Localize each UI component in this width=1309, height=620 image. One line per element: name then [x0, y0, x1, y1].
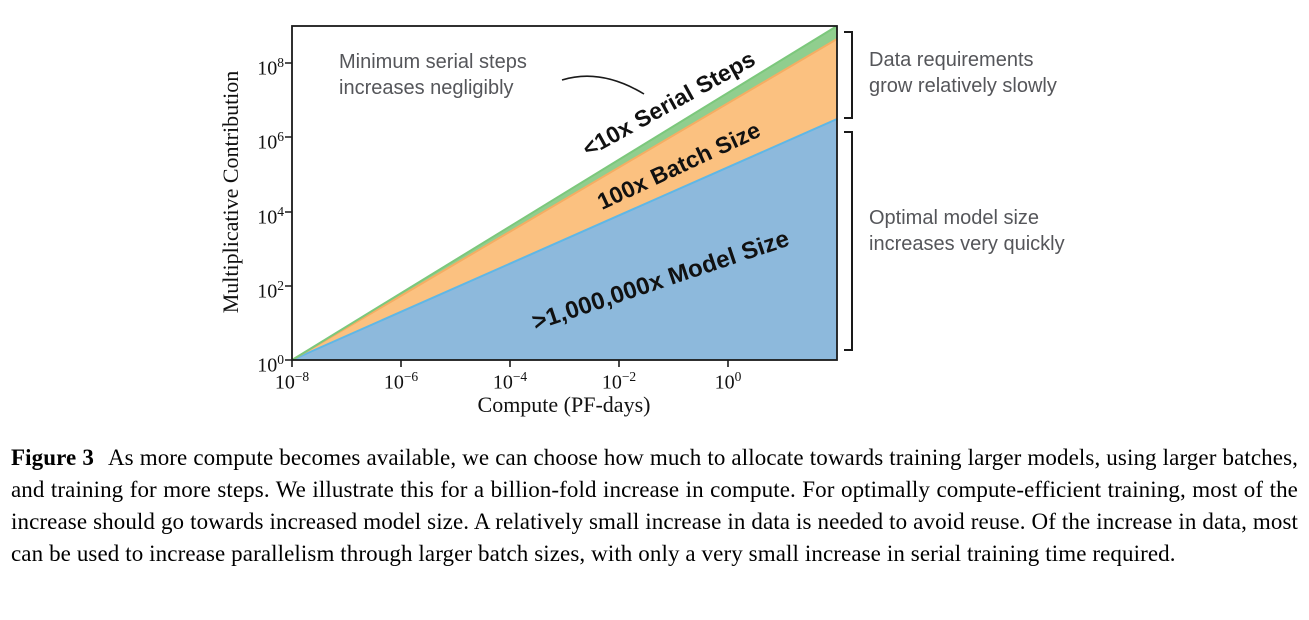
x-tick-label-1e-4: 10−4: [493, 365, 527, 395]
model-size-bracket: [844, 131, 853, 351]
annotation-minimum-serial-steps: Minimum serial steps increases negligibl…: [339, 51, 527, 99]
annotation-optimal-model-size: Optimal model size increases very quickl…: [869, 207, 1065, 255]
y-axis-tick-marks: [285, 62, 292, 361]
tick-base: 10: [274, 371, 295, 394]
x-tick-label-1e-6: 10−6: [384, 365, 418, 395]
tick-exp: −6: [403, 369, 419, 384]
y-tick-label-1e4: 104: [222, 200, 284, 230]
y-tick-label-1e8: 108: [222, 51, 284, 81]
tick-exp: −4: [512, 369, 528, 384]
y-tick-label-1e0: 100: [222, 348, 284, 378]
tick-exp: 6: [277, 129, 284, 144]
tick-base: 10: [383, 371, 404, 394]
x-axis-title: Compute (PF-days): [477, 392, 651, 417]
annotation-leader-curve: [561, 75, 645, 95]
tick-exp: 0: [277, 352, 284, 367]
tick-exp: −8: [294, 369, 310, 384]
figure-caption-text: As more compute becomes available, we ca…: [11, 445, 1298, 566]
tick-base: 10: [257, 131, 278, 154]
tick-base: 10: [601, 371, 622, 394]
x-axis-tick-marks: [291, 360, 729, 367]
tick-exp: 2: [277, 278, 284, 293]
tick-base: 10: [257, 57, 278, 80]
serial-steps-boundary-line: [291, 25, 838, 361]
x-tick-label-1e-2: 10−2: [602, 365, 636, 395]
batch-size-boundary-line: [291, 38, 838, 361]
model-size-boundary-line: [291, 118, 838, 361]
tick-exp: 0: [734, 369, 742, 384]
tick-exp: 4: [277, 204, 284, 219]
x-tick-label-1e0: 100: [715, 365, 742, 395]
data-requirements-bracket: [844, 31, 853, 119]
y-tick-label-1e6: 106: [222, 125, 284, 155]
x-tick-label-1e-8: 10−8: [275, 365, 309, 395]
tick-base: 10: [714, 371, 735, 394]
tick-base: 10: [492, 371, 513, 394]
tick-base: 10: [257, 206, 278, 229]
tick-base: 10: [257, 280, 278, 303]
figure-caption-label: Figure 3: [11, 445, 94, 470]
y-tick-label-1e2: 102: [222, 274, 284, 304]
tick-exp: −2: [621, 369, 637, 384]
tick-exp: 8: [277, 55, 284, 70]
plot-border: [291, 25, 838, 361]
tick-base: 10: [257, 354, 278, 377]
figure-caption: Figure 3 As more compute becomes availabl…: [11, 442, 1298, 570]
chart-canvas: [285, 25, 853, 367]
annotation-data-requirements: Data requirements grow relatively slowly: [869, 49, 1057, 97]
